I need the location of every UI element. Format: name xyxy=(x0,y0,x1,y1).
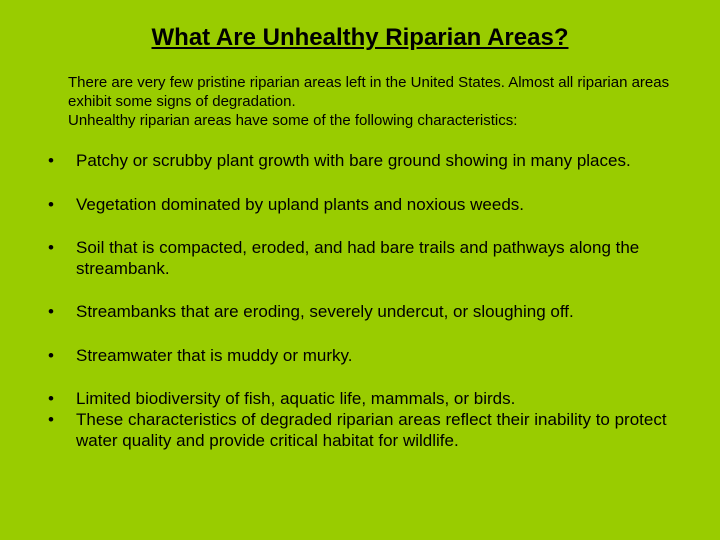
list-item: Limited biodiversity of fish, aquatic li… xyxy=(40,388,680,409)
list-item: These characteristics of degraded ripari… xyxy=(40,409,680,452)
intro-line-2: Unhealthy riparian areas have some of th… xyxy=(68,112,670,131)
list-item: Patchy or scrubby plant growth with bare… xyxy=(40,150,680,171)
list-item: Vegetation dominated by upland plants an… xyxy=(40,194,680,215)
intro-line-1: There are very few pristine riparian are… xyxy=(68,74,670,112)
list-item: Streamwater that is muddy or murky. xyxy=(40,345,680,366)
intro-paragraph: There are very few pristine riparian are… xyxy=(68,74,670,130)
bullet-list: Patchy or scrubby plant growth with bare… xyxy=(40,150,680,451)
list-item: Soil that is compacted, eroded, and had … xyxy=(40,237,680,280)
slide-title: What Are Unhealthy Riparian Areas? xyxy=(40,24,680,52)
slide-container: What Are Unhealthy Riparian Areas? There… xyxy=(0,0,720,540)
list-item: Streambanks that are eroding, severely u… xyxy=(40,301,680,322)
